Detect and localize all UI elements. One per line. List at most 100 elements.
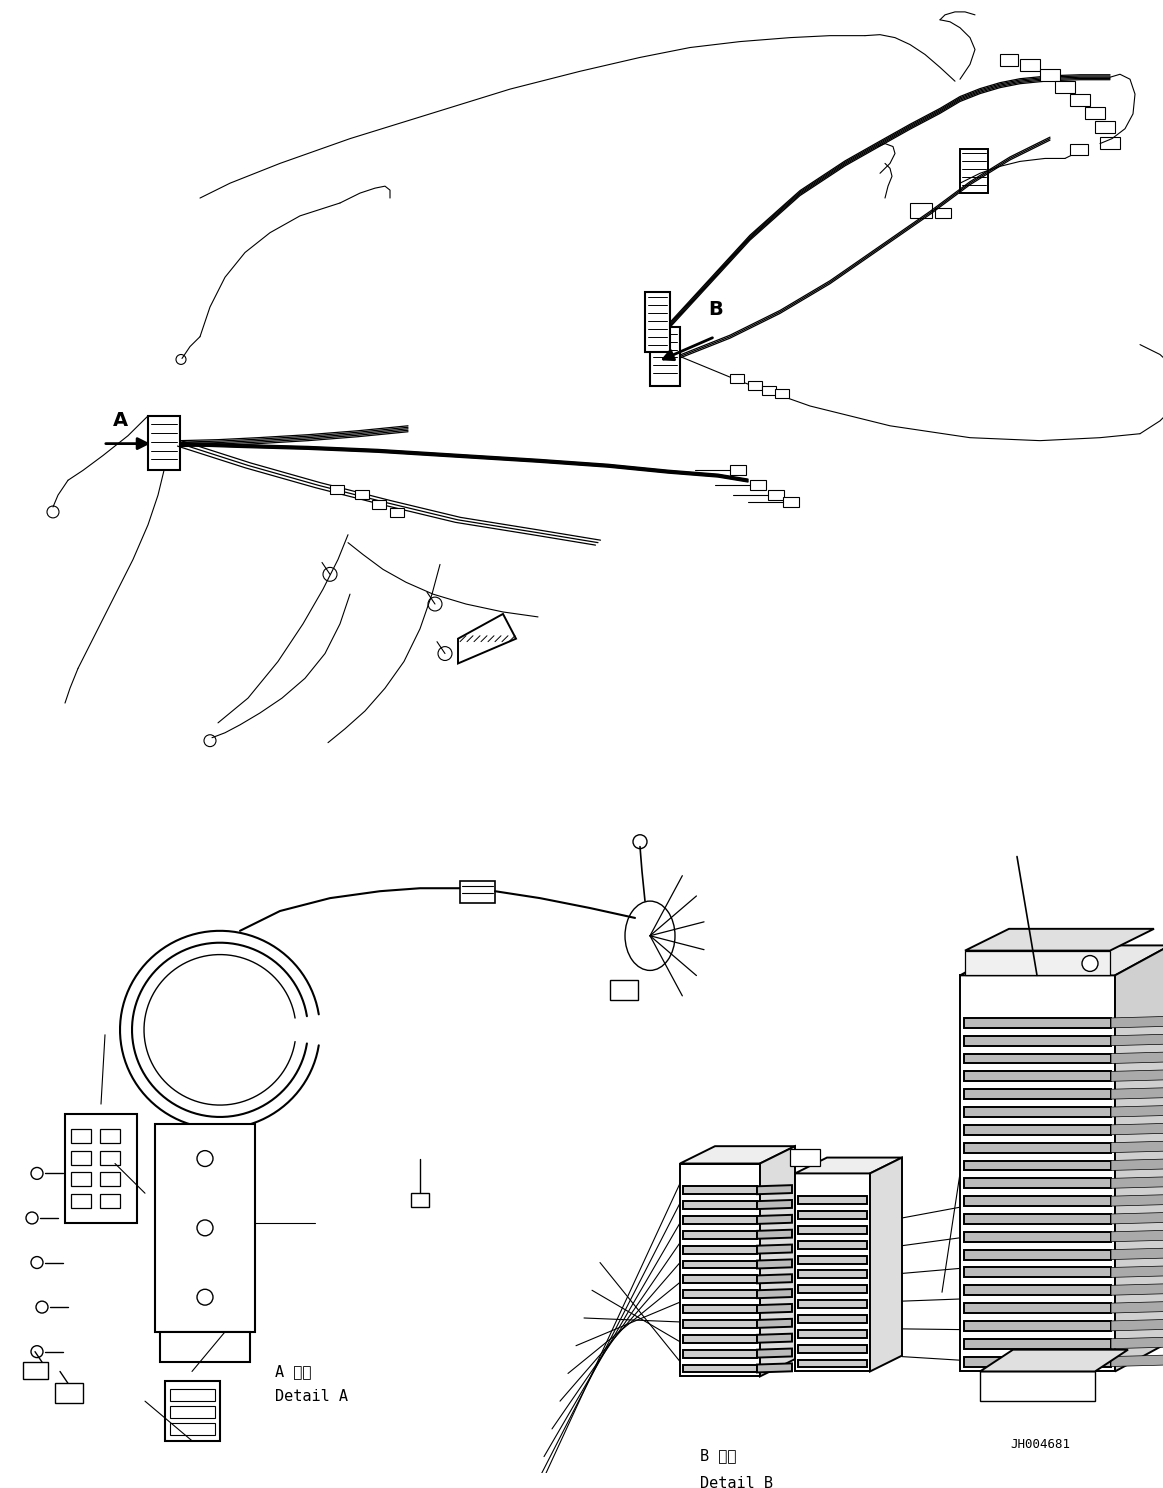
Polygon shape: [757, 1214, 792, 1225]
Polygon shape: [683, 1305, 757, 1312]
Polygon shape: [798, 1256, 866, 1263]
Polygon shape: [798, 1211, 866, 1219]
Polygon shape: [683, 1320, 757, 1327]
Polygon shape: [964, 1089, 1111, 1100]
Polygon shape: [964, 1214, 1111, 1225]
Bar: [1070, 94, 1090, 106]
Polygon shape: [1111, 1266, 1163, 1277]
Polygon shape: [757, 1363, 792, 1372]
Bar: [1085, 107, 1105, 119]
Polygon shape: [798, 1286, 866, 1293]
Bar: [71, 1173, 91, 1186]
Polygon shape: [1111, 1302, 1163, 1312]
Polygon shape: [964, 1071, 1111, 1082]
Text: B: B: [708, 301, 722, 318]
Polygon shape: [798, 1345, 866, 1353]
Polygon shape: [1111, 1320, 1163, 1330]
Polygon shape: [964, 1357, 1111, 1366]
Bar: [775, 390, 789, 399]
Polygon shape: [959, 945, 1163, 975]
Bar: [55, 1384, 83, 1403]
Polygon shape: [798, 1226, 866, 1234]
Polygon shape: [798, 1301, 866, 1308]
Polygon shape: [683, 1186, 757, 1195]
Polygon shape: [757, 1184, 792, 1195]
Polygon shape: [964, 1143, 1111, 1153]
Polygon shape: [1111, 1106, 1163, 1117]
Polygon shape: [965, 929, 1154, 951]
Polygon shape: [1111, 1016, 1163, 1028]
Polygon shape: [1111, 1034, 1163, 1046]
Polygon shape: [757, 1348, 792, 1357]
Polygon shape: [1111, 1248, 1163, 1259]
Polygon shape: [1111, 1159, 1163, 1171]
Bar: [768, 490, 784, 500]
Polygon shape: [795, 1158, 902, 1174]
Polygon shape: [798, 1241, 866, 1248]
Bar: [71, 1150, 91, 1165]
Polygon shape: [458, 615, 516, 664]
Polygon shape: [757, 1274, 792, 1283]
Polygon shape: [683, 1201, 757, 1210]
Polygon shape: [980, 1350, 1128, 1372]
Bar: [762, 387, 776, 396]
Bar: [611, 981, 638, 1000]
Bar: [330, 485, 344, 494]
Bar: [1100, 137, 1120, 149]
Polygon shape: [964, 1321, 1111, 1330]
Text: Detail B: Detail B: [700, 1476, 773, 1488]
Polygon shape: [683, 1216, 757, 1225]
Polygon shape: [964, 1054, 1111, 1064]
Polygon shape: [964, 1250, 1111, 1259]
Bar: [980, 1372, 1096, 1402]
Polygon shape: [757, 1199, 792, 1210]
Bar: [1096, 121, 1115, 132]
Polygon shape: [1111, 1231, 1163, 1242]
Polygon shape: [683, 1245, 757, 1253]
Polygon shape: [683, 1231, 757, 1240]
Polygon shape: [798, 1360, 866, 1367]
Bar: [100, 1173, 120, 1186]
Bar: [790, 1149, 820, 1167]
Text: A 詳細: A 詳細: [274, 1364, 312, 1379]
Polygon shape: [964, 1125, 1111, 1135]
Polygon shape: [1111, 1141, 1163, 1153]
Polygon shape: [964, 1286, 1111, 1295]
Bar: [148, 415, 180, 470]
Polygon shape: [964, 1178, 1111, 1189]
Bar: [100, 1150, 120, 1165]
Bar: [71, 1129, 91, 1143]
Ellipse shape: [625, 902, 675, 970]
Bar: [155, 1123, 255, 1332]
Polygon shape: [680, 1146, 795, 1164]
Bar: [372, 500, 386, 509]
Bar: [170, 1406, 215, 1418]
Bar: [71, 1195, 91, 1208]
Bar: [390, 507, 404, 516]
Polygon shape: [959, 975, 1115, 1372]
Polygon shape: [798, 1271, 866, 1278]
Polygon shape: [680, 1164, 759, 1376]
Polygon shape: [757, 1303, 792, 1312]
Bar: [959, 149, 989, 193]
Bar: [750, 481, 766, 490]
Polygon shape: [757, 1229, 792, 1240]
Polygon shape: [1111, 1070, 1163, 1082]
Polygon shape: [683, 1350, 757, 1357]
Bar: [935, 208, 951, 217]
Bar: [170, 1423, 215, 1434]
Polygon shape: [798, 1315, 866, 1323]
Polygon shape: [964, 1339, 1111, 1348]
Bar: [100, 1129, 120, 1143]
Polygon shape: [757, 1318, 792, 1327]
Polygon shape: [964, 1018, 1111, 1028]
Polygon shape: [1111, 1195, 1163, 1207]
Bar: [730, 466, 745, 475]
Polygon shape: [964, 1161, 1111, 1171]
Polygon shape: [683, 1275, 757, 1283]
Polygon shape: [1111, 1284, 1163, 1295]
Bar: [355, 490, 369, 498]
Polygon shape: [795, 1174, 870, 1372]
Bar: [23, 1362, 48, 1379]
Polygon shape: [683, 1364, 757, 1372]
